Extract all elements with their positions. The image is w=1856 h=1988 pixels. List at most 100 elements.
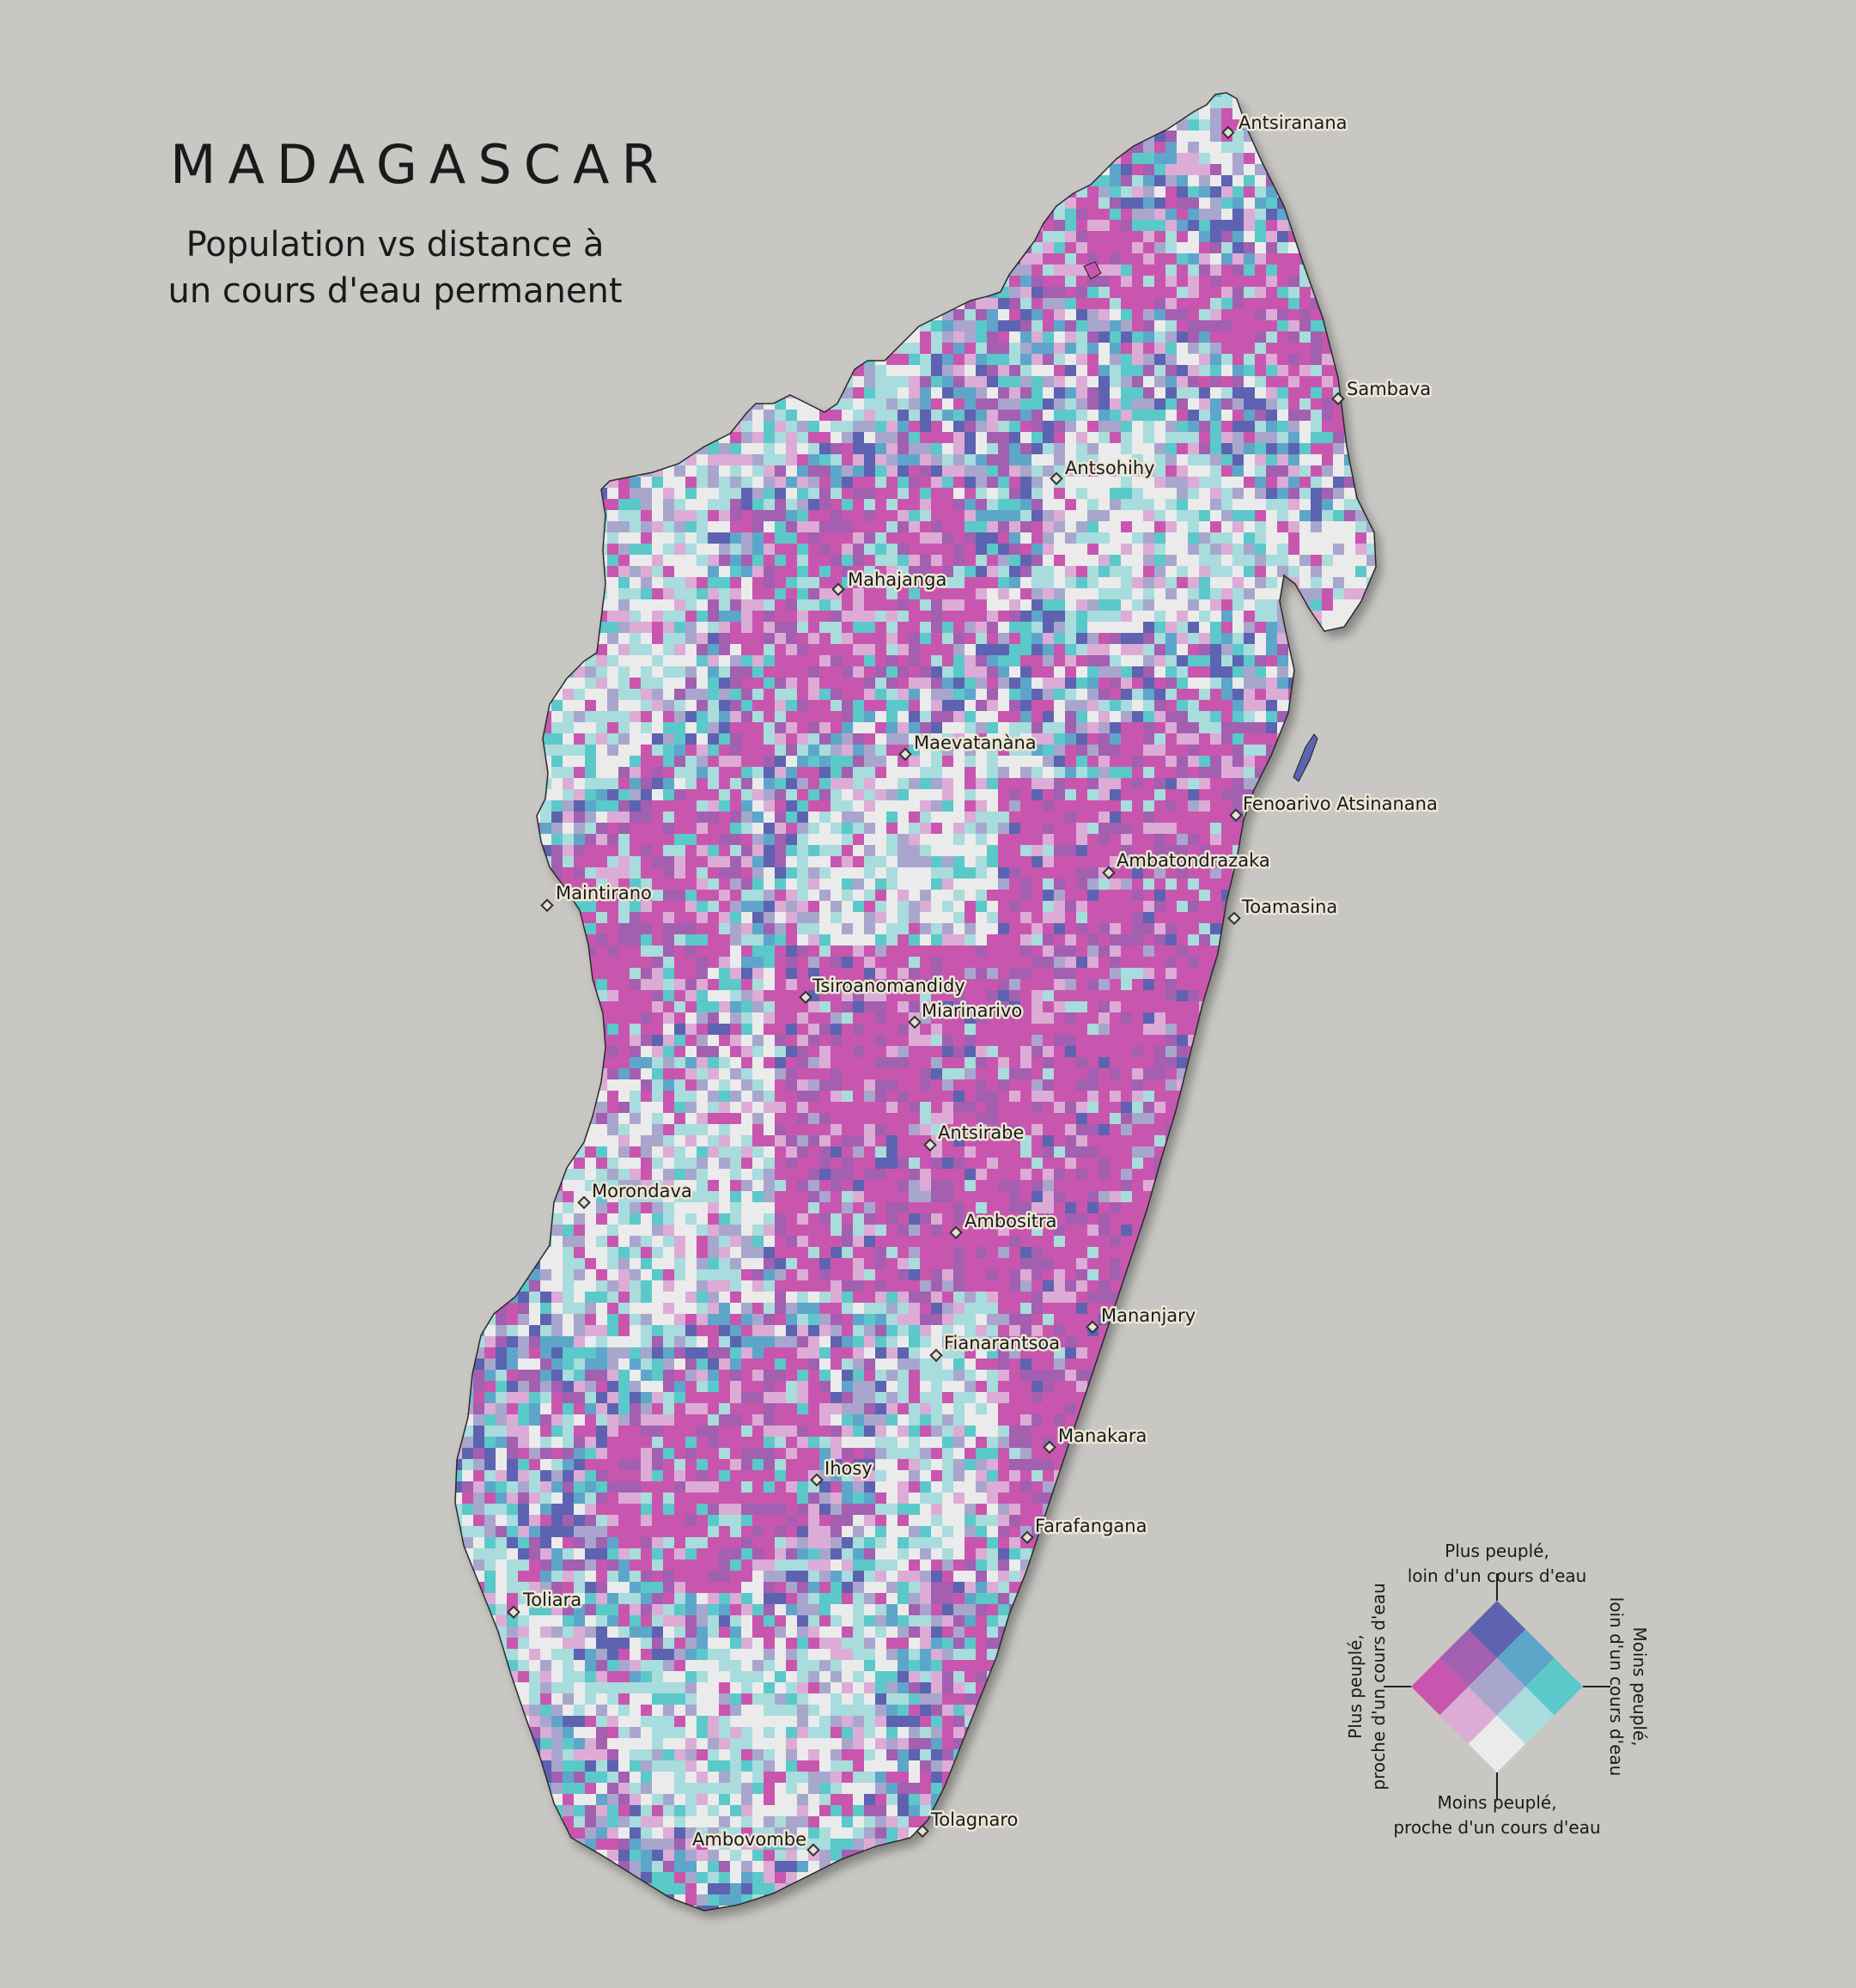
raster-cell — [797, 198, 808, 209]
raster-cell — [920, 521, 931, 532]
raster-cell — [1098, 309, 1110, 320]
raster-cell — [1232, 510, 1244, 521]
raster-cell — [1020, 387, 1031, 398]
raster-cell — [853, 544, 864, 555]
raster-cell — [1311, 666, 1322, 678]
raster-cell — [797, 499, 808, 510]
raster-cell — [1031, 599, 1043, 611]
raster-cell — [1098, 454, 1110, 465]
raster-cell — [1378, 666, 1389, 678]
raster-cell — [1199, 253, 1210, 264]
raster-cell — [1311, 488, 1322, 499]
raster-cell — [953, 253, 965, 264]
raster-cell — [953, 633, 965, 644]
raster-cell — [652, 209, 663, 220]
raster-cell — [1054, 287, 1065, 298]
raster-cell — [618, 410, 630, 421]
raster-cell — [1098, 253, 1110, 264]
raster-cell — [1378, 131, 1389, 142]
raster-cell — [864, 153, 875, 164]
raster-cell — [953, 700, 965, 711]
raster-cell — [752, 477, 764, 488]
raster-cell — [998, 499, 1009, 510]
raster-cell — [551, 733, 563, 745]
raster-cell — [455, 532, 462, 544]
raster-cell — [507, 387, 518, 398]
raster-cell — [741, 354, 752, 365]
raster-cell — [652, 242, 663, 253]
raster-cell — [1098, 410, 1110, 421]
raster-cell — [1143, 410, 1154, 421]
raster-cell — [507, 465, 518, 477]
raster-cell — [1031, 678, 1043, 689]
raster-cell — [596, 209, 607, 220]
raster-cell — [786, 544, 797, 555]
raster-cell — [931, 588, 942, 599]
raster-cell — [898, 410, 909, 421]
raster-cell — [607, 432, 618, 443]
raster-cell — [507, 264, 518, 276]
raster-cell — [596, 689, 607, 700]
raster-cell — [674, 153, 685, 164]
raster-cell — [965, 711, 976, 722]
raster-cell — [920, 443, 931, 454]
raster-cell — [1232, 398, 1244, 410]
raster-cell — [1232, 521, 1244, 532]
raster-cell — [797, 354, 808, 365]
raster-cell — [630, 242, 641, 253]
raster-cell — [1165, 242, 1177, 253]
raster-cell — [786, 689, 797, 700]
raster-cell — [1199, 499, 1210, 510]
raster-cell — [1255, 544, 1266, 555]
raster-cell — [618, 186, 630, 198]
raster-cell — [540, 599, 551, 611]
raster-cell — [1076, 622, 1087, 633]
raster-cell — [708, 666, 719, 678]
raster-cell — [674, 376, 685, 387]
raster-cell — [652, 711, 663, 722]
raster-cell — [752, 622, 764, 633]
raster-cell — [764, 555, 775, 566]
raster-cell — [1366, 443, 1376, 454]
raster-cell — [875, 108, 886, 119]
raster-cell — [998, 320, 1009, 331]
raster-cell — [1277, 454, 1288, 465]
raster-cell — [484, 298, 496, 309]
raster-cell — [1165, 510, 1177, 521]
raster-cell — [1232, 555, 1244, 566]
raster-cell — [842, 343, 853, 354]
raster-cell — [831, 97, 842, 108]
raster-cell — [1009, 555, 1020, 566]
raster-cell — [764, 454, 775, 465]
raster-cell — [1266, 421, 1277, 432]
raster-cell — [507, 93, 518, 97]
raster-cell — [1009, 331, 1020, 343]
raster-cell — [898, 521, 909, 532]
raster-cell — [1344, 689, 1355, 700]
raster-cell — [764, 510, 775, 521]
raster-cell — [607, 577, 618, 588]
raster-cell — [1333, 633, 1344, 644]
raster-cell — [1255, 220, 1266, 231]
raster-cell — [998, 477, 1009, 488]
raster-cell — [931, 186, 942, 198]
raster-cell — [909, 611, 920, 622]
raster-cell — [1031, 622, 1043, 633]
raster-cell — [1132, 198, 1143, 209]
raster-cell — [484, 253, 496, 264]
raster-cell — [641, 599, 652, 611]
raster-cell — [540, 521, 551, 532]
raster-cell — [540, 644, 551, 655]
raster-cell — [473, 153, 484, 164]
raster-cell — [685, 93, 697, 97]
raster-cell — [1244, 209, 1255, 220]
raster-cell — [1177, 331, 1188, 343]
raster-cell — [942, 555, 953, 566]
raster-cell — [1255, 298, 1266, 309]
raster-cell — [1199, 622, 1210, 633]
raster-cell — [1076, 320, 1087, 331]
raster-cell — [875, 298, 886, 309]
raster-cell — [1322, 577, 1333, 588]
raster-cell — [1266, 198, 1277, 209]
raster-cell — [842, 242, 853, 253]
